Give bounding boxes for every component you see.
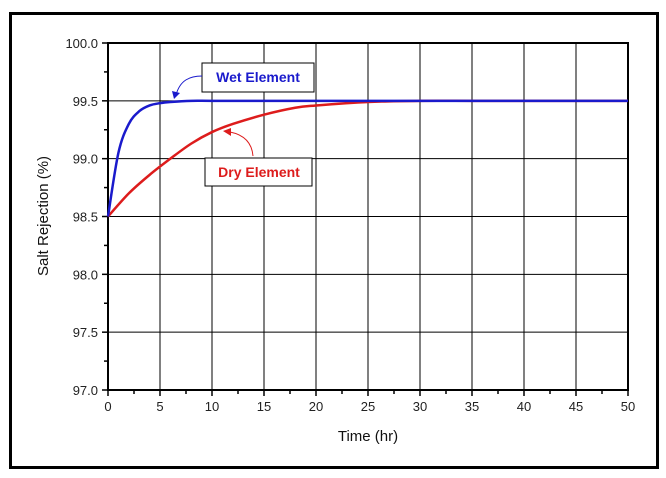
dry-arrow-icon [229,131,254,157]
dry-element-annotation: Dry Element [204,128,313,187]
x-tick-label: 30 [413,399,427,414]
y-tick-label: 99.5 [73,94,98,109]
x-tick-label: 25 [361,399,375,414]
wet-element-annotation: Wet Element [172,62,315,99]
tick-labels: 0 5 10 15 20 25 30 35 40 45 50 97.0 97.5 98.0 98.5 99.0… [65,36,635,414]
y-tick-label: 98.5 [73,210,98,225]
dry-element-label: Dry Element [218,164,300,180]
wet-element-label: Wet Element [216,69,300,85]
y-tick-label: 98.0 [73,267,98,282]
y-tick-label: 97.5 [73,325,98,340]
y-tick-label: 97.0 [73,383,98,398]
data-series [106,99,628,218]
y-axis-title: Salt Rejection (%) [35,156,52,276]
grid-lines [107,42,629,391]
x-tick-label: 15 [257,399,271,414]
x-tick-label: 20 [309,399,323,414]
y-tick-label: 99.0 [73,152,98,167]
x-tick-label: 35 [465,399,479,414]
x-tick-label: 40 [517,399,531,414]
wet-element-line [106,99,628,217]
axes [102,42,629,396]
dry-arrowhead-icon [223,128,231,136]
x-tick-label: 50 [621,399,635,414]
y-tick-label: 100.0 [65,36,98,51]
x-tick-label: 45 [569,399,583,414]
x-tick-label: 5 [156,399,163,414]
wet-arrow-icon [175,75,203,96]
wet-arrowhead-icon [172,91,180,99]
x-tick-label: 10 [205,399,219,414]
x-axis-title: Time (hr) [338,428,398,445]
x-tick-label: 0 [104,399,111,414]
